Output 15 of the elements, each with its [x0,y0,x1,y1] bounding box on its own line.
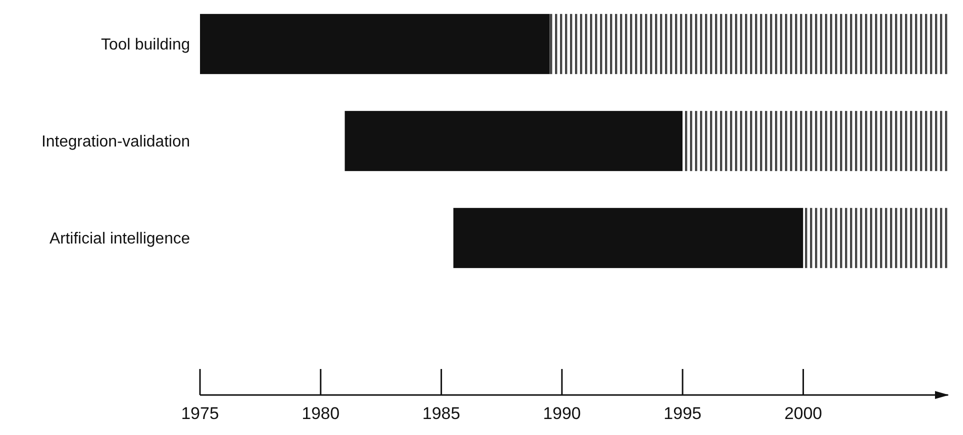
x-tick-label: 2000 [784,404,822,424]
x-tick-label: 1985 [422,404,460,424]
y-tick-label: Integration-validation [41,134,190,151]
bar [453,208,804,268]
bar [200,14,550,74]
bar [344,110,683,172]
x-tick-label: 1990 [543,404,581,424]
y-tick-label: Tool building [101,36,190,54]
x-tick-label: 1975 [181,404,219,424]
x-tick-label: 1980 [302,404,340,424]
y-tick-label: Artificial intelligence [49,230,190,248]
x-tick-label: 1995 [664,404,702,424]
bar [550,14,948,74]
bar [803,208,948,268]
bar [682,110,948,172]
